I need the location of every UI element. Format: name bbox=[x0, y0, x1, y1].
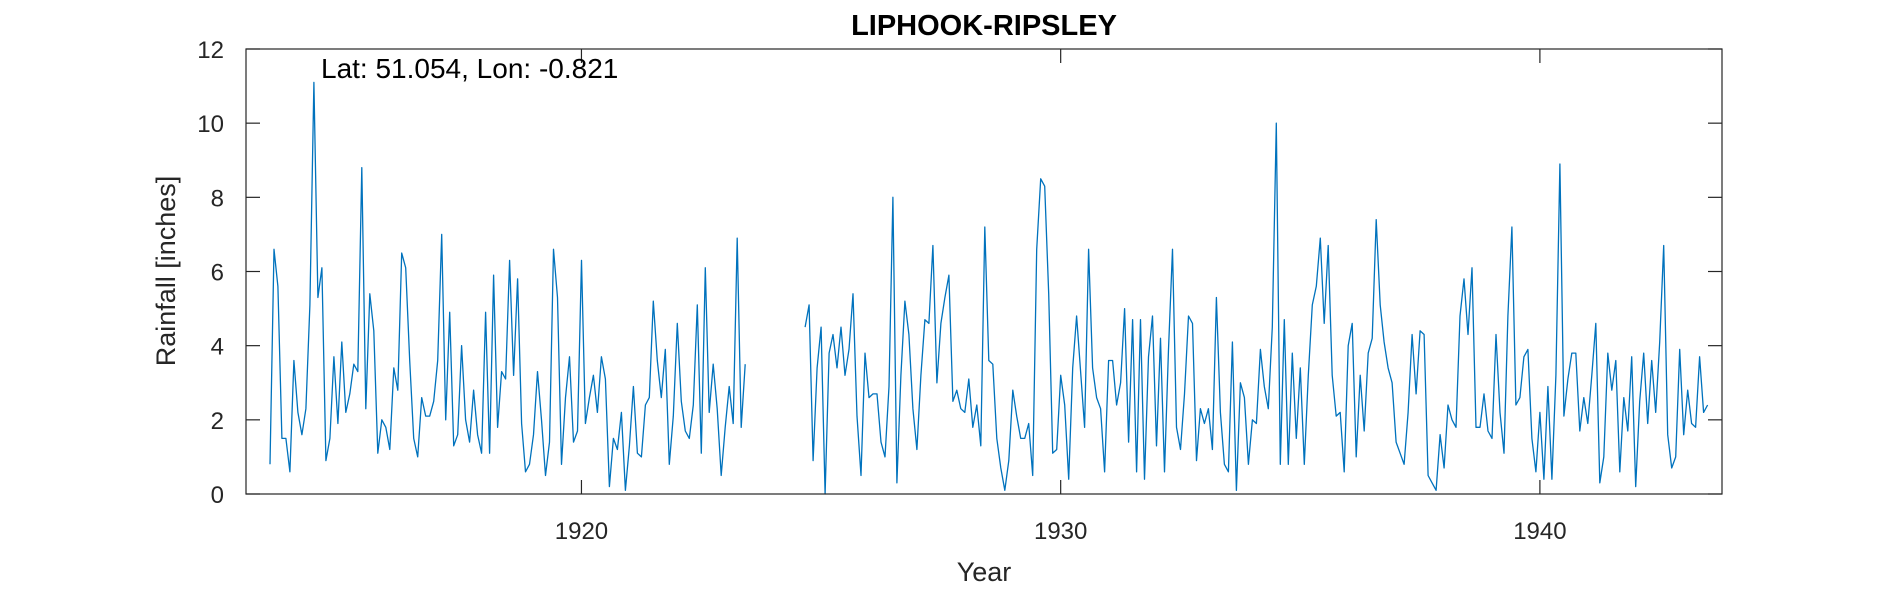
y-axis-label: Rainfall [inches] bbox=[151, 176, 181, 367]
x-axis-label: Year bbox=[957, 557, 1012, 587]
y-tick-label: 10 bbox=[197, 111, 224, 138]
ticks-layer: 0 2 4 6 8 10 12 1920 1930 1940 bbox=[197, 37, 1722, 545]
plot-box bbox=[245, 48, 1723, 495]
chart-title: LIPHOOK-RIPSLEY bbox=[851, 10, 1117, 42]
y-tick-label: 4 bbox=[211, 334, 224, 361]
rainfall-series-line bbox=[269, 81, 746, 491]
x-tick-label: 1920 bbox=[555, 518, 608, 545]
y-tick-label: 8 bbox=[211, 185, 224, 212]
y-tick-label: 12 bbox=[197, 37, 224, 64]
x-tick-label: 1930 bbox=[1034, 518, 1087, 545]
x-tick-label: 1940 bbox=[1513, 518, 1566, 545]
rainfall-series-line bbox=[804, 122, 1709, 495]
coordinates-annotation: Lat: 51.054, Lon: -0.821 bbox=[321, 53, 618, 84]
y-tick-label: 0 bbox=[211, 482, 224, 509]
y-tick-label: 2 bbox=[211, 408, 224, 435]
y-tick-label: 6 bbox=[211, 260, 224, 287]
data-layer bbox=[269, 81, 1709, 495]
